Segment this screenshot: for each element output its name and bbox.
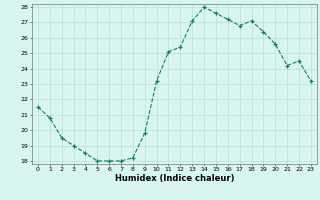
X-axis label: Humidex (Indice chaleur): Humidex (Indice chaleur) bbox=[115, 174, 234, 183]
